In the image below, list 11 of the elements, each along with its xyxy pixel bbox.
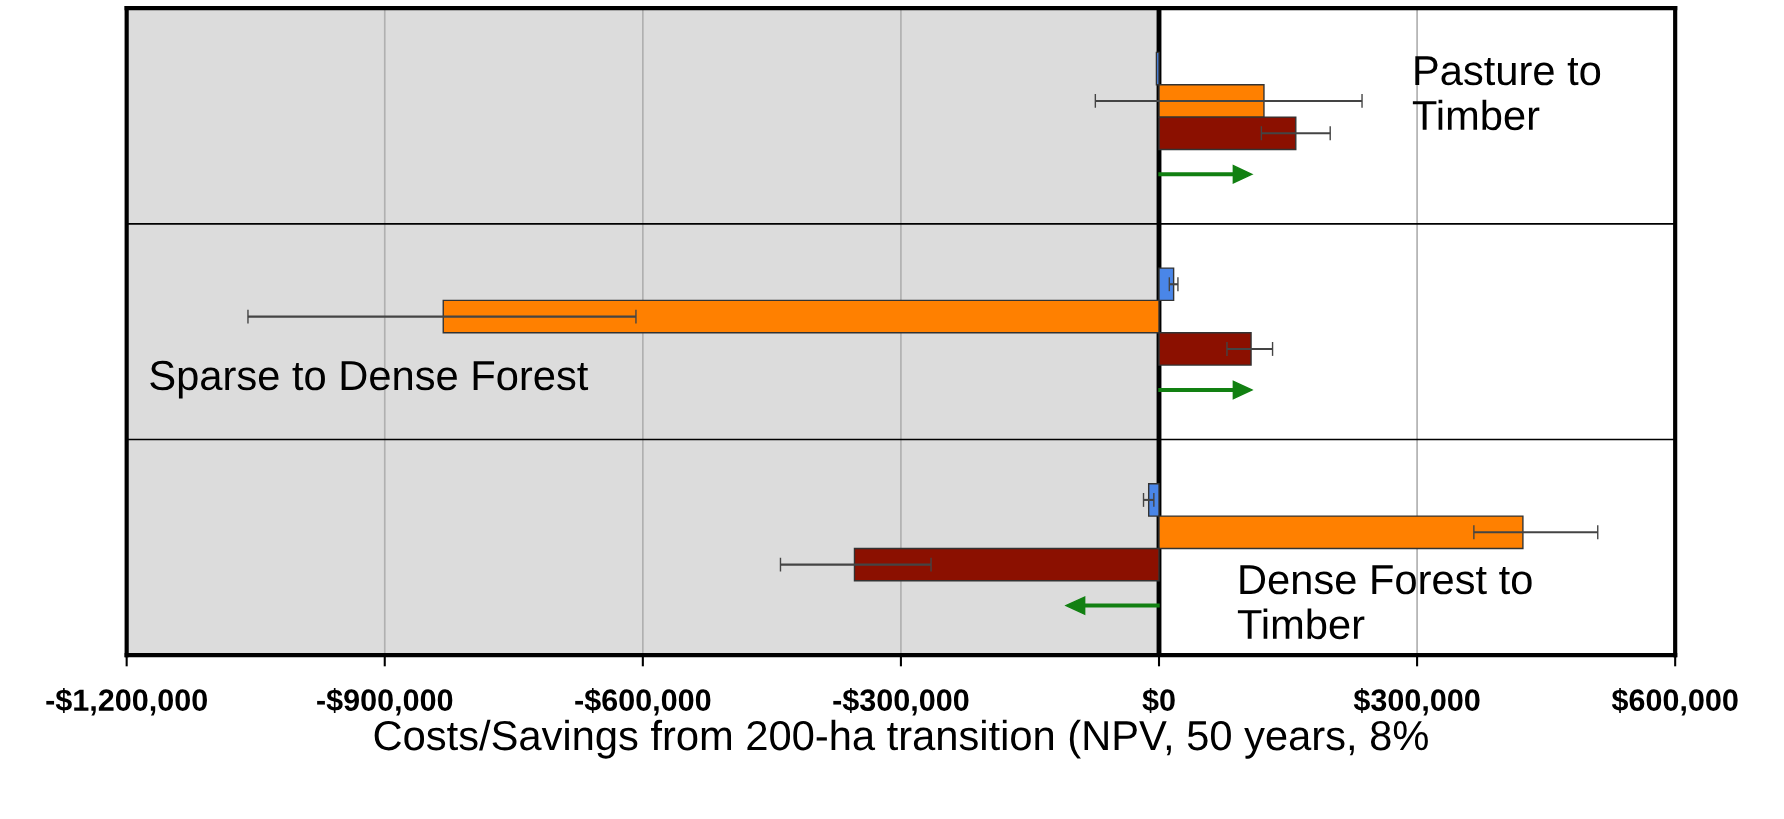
x-tick-label: -$900,000 <box>317 688 453 716</box>
annotation: Pasture to Timber <box>1412 56 1601 131</box>
x-tick-label: $0 <box>1142 688 1175 713</box>
x-tick-label: $600,000 <box>1611 688 1738 716</box>
annotation: Dense Forest to Timber <box>1237 565 1532 640</box>
x-tick-label: -$1,200,000 <box>46 688 207 716</box>
x-tick-label: -$300,000 <box>833 688 969 716</box>
annotation: Sparse to Dense Forest <box>150 360 589 399</box>
x-tick-label: -$600,000 <box>575 688 711 716</box>
x-axis-title: Costs/Savings from 200-ha transition (NPV, 50 years, 8% <box>374 719 1428 759</box>
x-tick-label: $300,000 <box>1353 688 1480 716</box>
